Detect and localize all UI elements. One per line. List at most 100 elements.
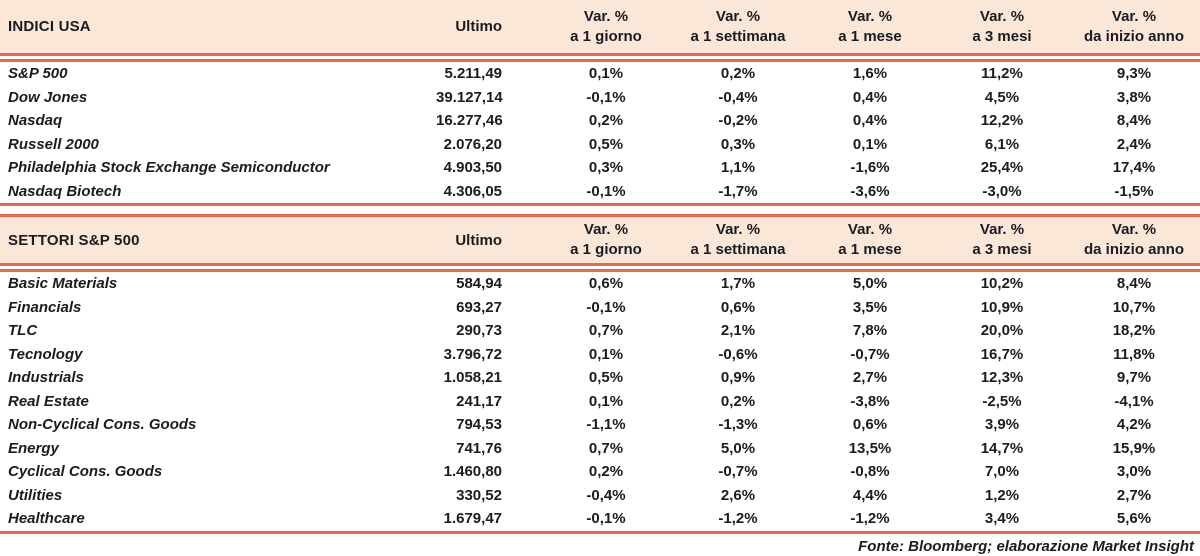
row-label: Philadelphia Stock Exchange Semiconducto…: [8, 159, 330, 177]
row-var-value: 0,6%: [852, 416, 888, 434]
row-ultimo-value: 693,27: [456, 298, 502, 316]
var-label: Var. %: [715, 221, 761, 238]
period-label: a 3 mesi: [972, 27, 1032, 45]
row-ultimo-value: 794,53: [456, 416, 502, 434]
row-var-value: -3,6%: [850, 182, 890, 200]
row-var-value: 3,8%: [1116, 88, 1152, 106]
single-rule: [0, 530, 1200, 534]
column-header-var-1month: Var. % a 1 mese: [804, 220, 936, 260]
row-var-value: -0,1%: [586, 510, 626, 528]
period-label: a 1 giorno: [570, 27, 642, 45]
row-var-value: -4,1%: [1114, 392, 1154, 410]
row-var-value: 0,1%: [588, 65, 624, 83]
row-ultimo-value: 16.277,46: [436, 112, 503, 130]
row-var-value: 0,3%: [588, 159, 624, 177]
row-var-value: 2,4%: [1116, 135, 1152, 153]
row-var-value: 0,2%: [720, 392, 756, 410]
table-title: SETTORI S&P 500: [8, 231, 140, 249]
row-label: Russell 2000: [8, 135, 99, 153]
row-label: Nasdaq: [8, 112, 63, 130]
var-label: Var. %: [847, 221, 893, 238]
row-var-value: 14,7%: [980, 439, 1024, 457]
row-var-value: 5,0%: [852, 275, 888, 293]
row-var-value: -0,7%: [850, 345, 890, 363]
table-row: Nasdaq 16.277,46 0,2% -0,2% 0,4% 12,2% 8…: [0, 109, 1200, 133]
row-var-value: 12,2%: [980, 112, 1024, 130]
row-var-value: 11,8%: [1113, 345, 1155, 363]
row-var-value: 1,1%: [720, 159, 756, 177]
row-var-value: 8,4%: [1116, 275, 1152, 293]
row-var-value: 3,4%: [984, 510, 1020, 528]
table-row: Non-Cyclical Cons. Goods 794,53 -1,1% -1…: [0, 413, 1200, 437]
row-ultimo-value: 330,52: [456, 486, 502, 504]
row-var-value: -1,5%: [1114, 182, 1154, 200]
var-label: Var. %: [1111, 7, 1157, 25]
row-var-value: 0,1%: [852, 135, 888, 153]
table-settori-sp500: SETTORI S&P 500 Ultimo Var. % a 1 giorno…: [0, 214, 1200, 534]
row-label: Nasdaq Biotech: [8, 182, 122, 200]
table-header: SETTORI S&P 500 Ultimo Var. % a 1 giorno…: [0, 214, 1200, 263]
var-label: Var. %: [715, 7, 761, 25]
row-label: Healthcare: [8, 510, 85, 528]
row-var-value: 3,5%: [852, 298, 888, 316]
table-row: S&P 500 5.211,49 0,1% 0,2% 1,6% 11,2% 9,…: [0, 62, 1200, 86]
table-row: TLC 290,73 0,7% 2,1% 7,8% 20,0% 18,2%: [0, 319, 1200, 343]
row-var-value: 5,0%: [720, 439, 756, 457]
row-var-value: 0,2%: [588, 463, 624, 481]
var-label: Var. %: [979, 7, 1025, 25]
row-var-value: 20,0%: [980, 322, 1024, 340]
row-label: Industrials: [8, 369, 84, 387]
column-header-var-ytd: Var. % da inizio anno: [1068, 220, 1200, 260]
period-label: a 1 mese: [838, 27, 902, 45]
row-var-value: -0,4%: [586, 486, 626, 504]
row-var-value: 15,9%: [1112, 439, 1156, 457]
row-var-value: -3,0%: [982, 182, 1022, 200]
table-gap: [0, 206, 1200, 214]
row-var-value: 2,1%: [720, 322, 756, 340]
row-var-value: 11,2%: [981, 65, 1023, 83]
row-var-value: -1,3%: [718, 416, 758, 434]
row-var-value: 0,7%: [588, 322, 624, 340]
table-row: Financials 693,27 -0,1% 0,6% 3,5% 10,9% …: [0, 296, 1200, 320]
row-var-value: 10,2%: [980, 275, 1024, 293]
column-header-var-3months: Var. % a 3 mesi: [936, 220, 1068, 260]
row-var-value: 17,4%: [1112, 159, 1156, 177]
double-rule: [0, 53, 1200, 62]
row-var-value: -1,7%: [718, 182, 758, 200]
column-header-var-1day: Var. % a 1 giorno: [540, 220, 672, 260]
column-header-var-3months: Var. % a 3 mesi: [936, 7, 1068, 47]
table-row: Dow Jones 39.127,14 -0,1% -0,4% 0,4% 4,5…: [0, 86, 1200, 110]
row-label: Dow Jones: [8, 88, 88, 106]
row-ultimo-value: 1.058,21: [443, 369, 502, 387]
row-var-value: -0,4%: [718, 88, 758, 106]
column-header-var-1month: Var. % a 1 mese: [804, 7, 936, 47]
row-var-value: 1,6%: [852, 65, 888, 83]
table-row: Utilities 330,52 -0,4% 2,6% 4,4% 1,2% 2,…: [0, 484, 1200, 508]
row-var-value: 4,2%: [1116, 416, 1152, 434]
row-label: Non-Cyclical Cons. Goods: [8, 416, 197, 434]
row-label: S&P 500: [8, 65, 68, 83]
row-ultimo-value: 241,17: [456, 392, 502, 410]
row-var-value: 0,7%: [588, 439, 624, 457]
row-var-value: 13,5%: [848, 439, 892, 457]
row-var-value: 7,8%: [852, 322, 888, 340]
row-var-value: 1,2%: [984, 486, 1020, 504]
row-var-value: 2,7%: [852, 369, 888, 387]
period-label: a 1 mese: [838, 241, 902, 258]
row-var-value: -0,6%: [718, 345, 758, 363]
table-row: Tecnology 3.796,72 0,1% -0,6% -0,7% 16,7…: [0, 343, 1200, 367]
row-ultimo-value: 741,76: [456, 439, 502, 457]
row-var-value: 18,2%: [1112, 322, 1156, 340]
table-row: Philadelphia Stock Exchange Semiconducto…: [0, 156, 1200, 180]
row-var-value: -0,1%: [586, 298, 626, 316]
row-var-value: 8,4%: [1116, 112, 1152, 130]
row-ultimo-value: 2.076,20: [443, 135, 502, 153]
column-header-var-1week: Var. % a 1 settimana: [672, 7, 804, 47]
period-label: a 1 settimana: [690, 27, 786, 45]
table-row: Nasdaq Biotech 4.306,05 -0,1% -1,7% -3,6…: [0, 180, 1200, 204]
row-var-value: -0,1%: [586, 182, 626, 200]
table-row: Energy 741,76 0,7% 5,0% 13,5% 14,7% 15,9…: [0, 437, 1200, 461]
row-var-value: 2,6%: [720, 486, 756, 504]
row-ultimo-value: 1.460,80: [443, 463, 502, 481]
row-var-value: -0,1%: [586, 88, 626, 106]
